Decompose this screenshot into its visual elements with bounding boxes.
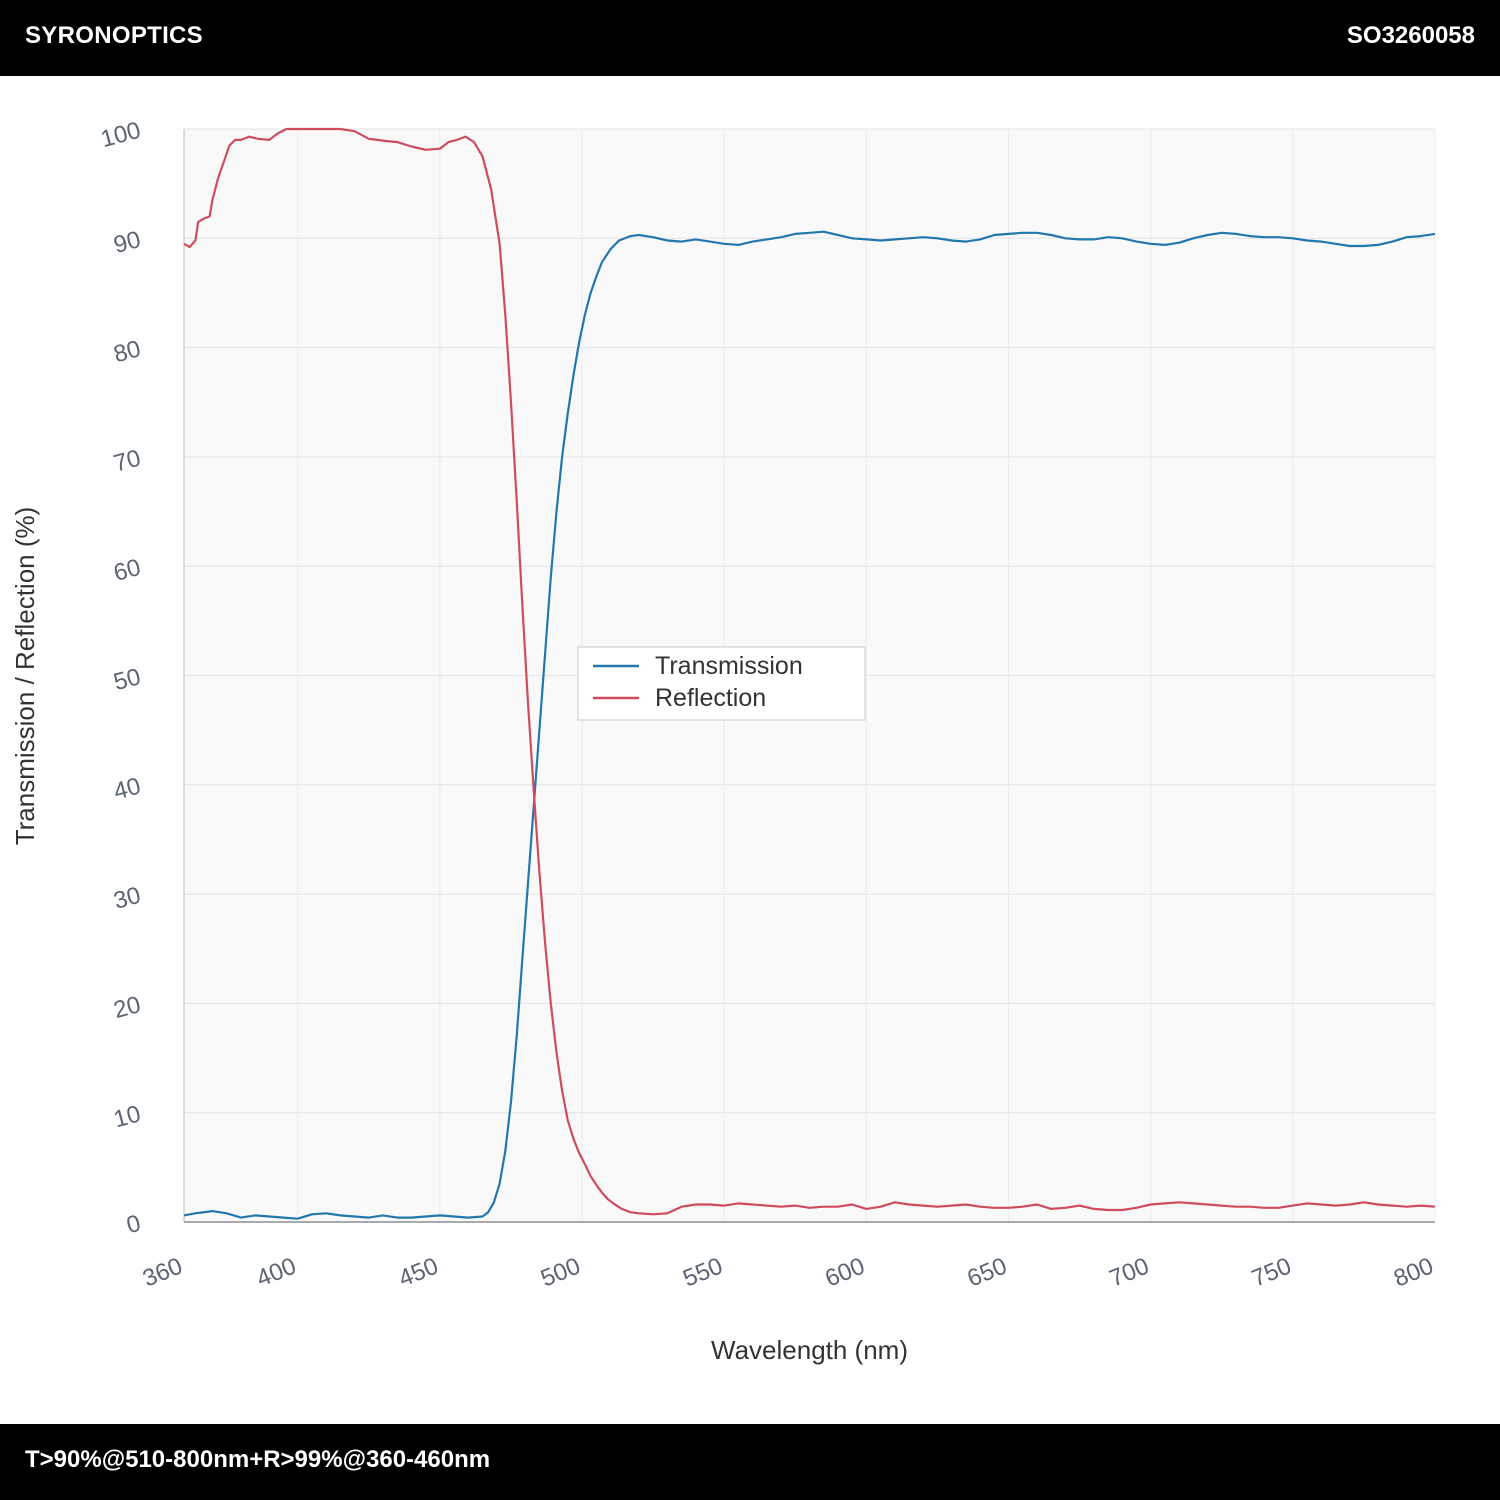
x-tick-label: 500 [537, 1253, 584, 1293]
brand-name: SYRONOPTICS [25, 22, 203, 49]
legend-box [577, 646, 866, 721]
series-line-transmission [183, 230, 1436, 1220]
footer-bar: T>90%@510-800nm+R>99%@360-460nm [0, 1424, 1500, 1500]
y-tick-label: 10 [111, 1100, 144, 1133]
legend: Transmission Reflection [577, 646, 866, 721]
x-tick-label: 650 [964, 1253, 1011, 1293]
y-tick-label: 80 [111, 335, 144, 368]
x-tick-label: 360 [139, 1253, 186, 1293]
y-tick-label: 50 [111, 663, 144, 696]
y-axis-title: Transmission / Reflection (%) [10, 507, 40, 846]
series-line-reflection [183, 127, 1436, 1216]
header-bar: SYRONOPTICS SO3260058 [0, 0, 1500, 76]
x-tick-label: 800 [1390, 1253, 1437, 1293]
series-layer [183, 127, 1436, 1220]
y-tick-label: 100 [98, 117, 144, 153]
y-tick-label: 40 [111, 773, 144, 806]
y-tick-label: 70 [111, 445, 144, 478]
x-tick-label: 600 [821, 1253, 868, 1293]
spec-text: T>90%@510-800nm+R>99%@360-460nm [25, 1446, 491, 1473]
x-tick-label: 750 [1248, 1253, 1295, 1293]
y-tick-label: 20 [111, 991, 144, 1024]
legend-label-transmission: Transmission [655, 652, 803, 680]
x-tick-label: 400 [253, 1253, 300, 1293]
y-tick-label: 0 [124, 1210, 144, 1240]
y-tick-label: 30 [111, 882, 144, 915]
part-number: SO3260058 [1346, 22, 1475, 49]
x-axis-title: Wavelength (nm) [711, 1335, 908, 1365]
y-tick-label: 90 [111, 226, 144, 259]
legend-label-reflection: Reflection [655, 684, 766, 712]
x-tick-label: 700 [1106, 1253, 1153, 1293]
x-tick-label: 550 [679, 1253, 726, 1293]
x-tick-label: 450 [395, 1253, 442, 1293]
y-tick-label: 60 [111, 554, 144, 587]
